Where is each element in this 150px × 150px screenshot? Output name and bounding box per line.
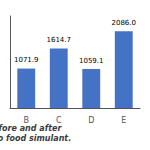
- svg-text:B: B: [23, 115, 29, 125]
- svg-text:C: C: [56, 115, 62, 125]
- svg-text:1614.7: 1614.7: [47, 36, 72, 44]
- svg-text:1071.9: 1071.9: [14, 56, 39, 64]
- svg-text:PLA-BHT before and after: PLA-BHT before and after: [0, 124, 64, 133]
- svg-text:E: E: [121, 116, 126, 125]
- svg-text:migration into food simulant.: migration into food simulant.: [0, 134, 71, 143]
- svg-text:1059.1: 1059.1: [79, 57, 104, 65]
- svg-text:D: D: [88, 116, 94, 125]
- svg-text:2086.0: 2086.0: [112, 19, 137, 27]
